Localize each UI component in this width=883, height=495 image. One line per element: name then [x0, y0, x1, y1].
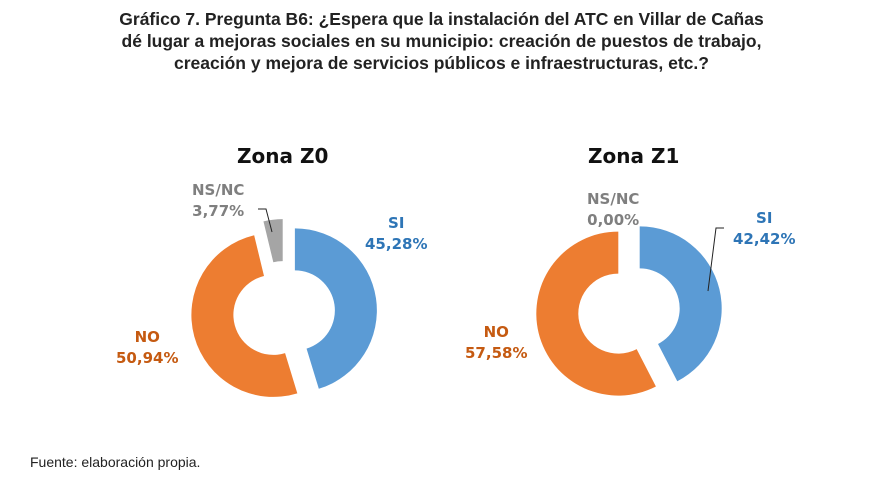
chart-title-z1: Zona Z1	[588, 144, 680, 168]
category: SI	[388, 214, 405, 232]
source-note: Fuente: elaboración propia.	[30, 454, 201, 470]
value: 45,28%	[365, 235, 428, 253]
figure-title: Gráfico 7. Pregunta B6: ¿Espera que la i…	[0, 8, 883, 74]
leader-line-z0-nsnc	[258, 208, 273, 233]
label-z1-no: NO 57,58%	[465, 322, 527, 364]
slice-si	[639, 226, 722, 382]
category: NO	[134, 328, 160, 346]
category: NS/NC	[192, 181, 245, 199]
category: NO	[483, 323, 509, 341]
slice-no	[536, 231, 656, 396]
leader-line-z1-si	[707, 227, 724, 292]
title-line: dé lugar a mejoras sociales en su munici…	[121, 31, 762, 51]
slice-si	[294, 228, 377, 389]
value: 42,42%	[733, 230, 796, 248]
value: 50,94%	[116, 349, 179, 367]
title-line: Gráfico 7. Pregunta B6: ¿Espera que la i…	[119, 9, 764, 29]
label-z0-no: NO 50,94%	[116, 327, 178, 369]
value: 0,00%	[587, 211, 640, 229]
value: 3,77%	[192, 202, 245, 220]
label-z0-nsnc: NS/NC 3,77%	[192, 180, 244, 222]
category: NS/NC	[587, 190, 640, 208]
label-z1-si: SI 42,42%	[733, 208, 795, 250]
value: 57,58%	[465, 344, 528, 362]
category: SI	[756, 209, 773, 227]
chart-title-z0: Zona Z0	[237, 144, 329, 168]
donut-z0	[191, 219, 377, 397]
donut-z1	[536, 226, 722, 396]
slice-nsnc	[263, 219, 283, 263]
slice-no	[191, 235, 298, 397]
label-z0-si: SI 45,28%	[365, 213, 427, 255]
title-line: creación y mejora de servicios públicos …	[174, 53, 709, 73]
label-z1-nsnc: NS/NC 0,00%	[587, 189, 639, 231]
